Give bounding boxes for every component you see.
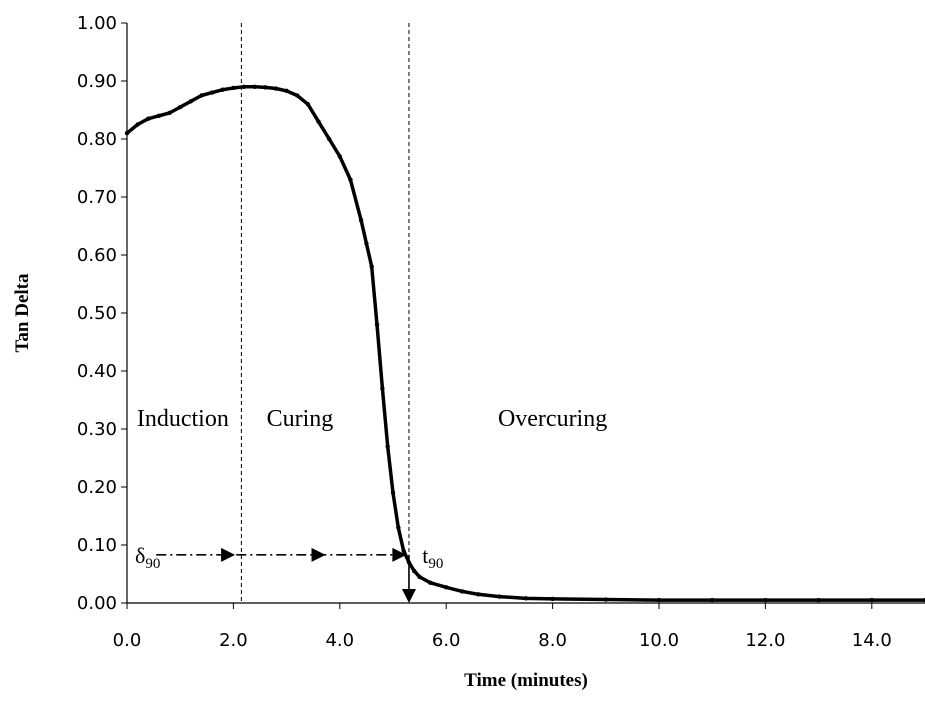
data-point bbox=[135, 122, 140, 127]
data-point bbox=[263, 85, 268, 90]
data-point bbox=[412, 568, 417, 574]
x-tick-label: 8.0 bbox=[538, 630, 567, 651]
y-tick-label: 0.10 bbox=[77, 535, 117, 556]
data-point bbox=[523, 596, 529, 601]
y-tick-label: 1.00 bbox=[77, 13, 117, 34]
data-point bbox=[199, 93, 204, 98]
data-point bbox=[550, 596, 555, 602]
data-point bbox=[295, 93, 300, 98]
data-point bbox=[326, 136, 332, 142]
data-point bbox=[380, 386, 385, 391]
y-tick-label: 0.00 bbox=[77, 593, 117, 614]
data-point bbox=[305, 102, 311, 107]
t90-label: t90 bbox=[422, 543, 443, 572]
data-point bbox=[369, 264, 374, 269]
data-point bbox=[337, 154, 342, 159]
t90-label-subscript: 90 bbox=[428, 556, 443, 572]
data-point bbox=[603, 597, 608, 602]
y-tick-label: 0.60 bbox=[77, 245, 117, 266]
data-point bbox=[444, 585, 449, 590]
data-point bbox=[241, 84, 247, 90]
y-tick-label: 0.90 bbox=[77, 71, 117, 92]
y-tick-label: 0.40 bbox=[77, 361, 117, 382]
data-point bbox=[284, 88, 289, 94]
data-point bbox=[209, 90, 215, 95]
data-point bbox=[364, 241, 369, 246]
x-tick-label: 6.0 bbox=[432, 630, 461, 651]
y-tick-label: 0.70 bbox=[77, 187, 117, 208]
data-point bbox=[459, 589, 465, 594]
region-label-induction: Induction bbox=[137, 406, 229, 432]
data-point bbox=[390, 490, 396, 495]
y-tick-label: 0.30 bbox=[77, 419, 117, 440]
right-arrowhead bbox=[392, 547, 407, 562]
x-tick-label: 14.0 bbox=[852, 630, 892, 651]
data-point bbox=[396, 525, 401, 530]
right-arrowhead bbox=[221, 547, 236, 562]
x-tick-label: 0.0 bbox=[113, 630, 142, 651]
data-point bbox=[710, 597, 715, 603]
data-point bbox=[358, 218, 364, 223]
y-tick-label: 0.20 bbox=[77, 477, 117, 498]
x-tick-label: 10.0 bbox=[639, 630, 679, 651]
data-point bbox=[146, 116, 151, 121]
y-tick-label: 0.50 bbox=[77, 303, 117, 324]
x-tick-label: 12.0 bbox=[745, 630, 785, 651]
data-point bbox=[231, 85, 236, 91]
data-point bbox=[417, 574, 422, 580]
data-point bbox=[475, 592, 481, 597]
x-tick-label: 4.0 bbox=[325, 630, 354, 651]
data-point bbox=[273, 86, 279, 91]
data-point bbox=[374, 322, 380, 327]
delta90-label: δ90 bbox=[135, 543, 160, 572]
delta90-label-symbol: δ bbox=[135, 543, 145, 568]
x-axis-title: Time (minutes) bbox=[464, 670, 588, 691]
region-label-curing: Curing bbox=[267, 406, 334, 432]
data-point bbox=[428, 580, 433, 585]
data-point bbox=[316, 119, 321, 124]
data-point bbox=[922, 597, 925, 603]
data-point bbox=[156, 113, 162, 119]
series-line bbox=[125, 85, 925, 602]
t90-label-symbol: t bbox=[422, 543, 428, 568]
data-point bbox=[869, 597, 874, 603]
y-axis-title: Tan Delta bbox=[12, 273, 33, 353]
data-point bbox=[252, 84, 257, 90]
data-point bbox=[816, 597, 821, 603]
data-point bbox=[188, 99, 194, 104]
y-tick-label: 0.80 bbox=[77, 129, 117, 150]
data-point bbox=[385, 444, 390, 449]
delta90-label-subscript: 90 bbox=[145, 556, 160, 572]
down-arrowhead bbox=[401, 589, 416, 603]
data-point bbox=[401, 548, 406, 553]
data-point bbox=[497, 594, 502, 599]
data-point bbox=[656, 597, 662, 603]
data-point bbox=[763, 597, 768, 603]
right-arrowhead bbox=[311, 547, 326, 562]
data-point bbox=[348, 177, 353, 182]
x-tick-label: 2.0 bbox=[219, 630, 248, 651]
data-point bbox=[124, 131, 130, 136]
region-label-overcuring: Overcuring bbox=[498, 406, 607, 432]
data-point bbox=[178, 104, 183, 110]
data-point bbox=[167, 110, 172, 116]
data-point bbox=[220, 87, 225, 92]
